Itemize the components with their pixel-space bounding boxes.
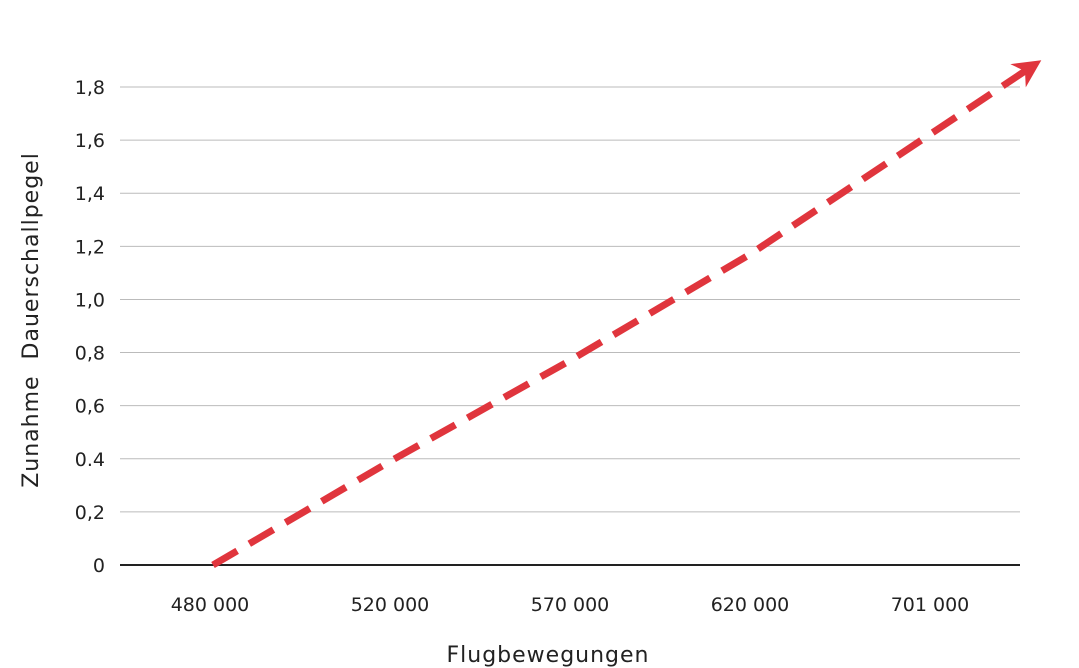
y-tick-label: 0.4 <box>75 449 105 471</box>
series-layer <box>211 60 1042 569</box>
x-tick-label: 620 000 <box>711 594 790 616</box>
x-tick-label: 480 000 <box>171 594 250 616</box>
y-tick-label: 0,6 <box>75 396 105 418</box>
x-tick-label: 570 000 <box>531 594 610 616</box>
x-tick-label: 520 000 <box>351 594 430 616</box>
y-tick-label: 1,2 <box>75 236 105 258</box>
y-tick-label: 1,6 <box>75 130 105 152</box>
x-axis-tick-labels: 480 000 520 000 570 000 620 000 701 000 <box>171 594 970 616</box>
y-tick-label: 1,8 <box>75 77 105 99</box>
y-axis-title: Zunahme Dauerschallpegel <box>19 152 44 488</box>
y-tick-label: 0 <box>93 555 105 577</box>
series-line <box>211 60 1042 569</box>
x-tick-label: 701 000 <box>891 594 970 616</box>
y-tick-label: 0,8 <box>75 343 105 365</box>
y-tick-label: 1,4 <box>75 183 105 205</box>
gridlines <box>120 86 1020 513</box>
x-axis-title: Flugbewegungen <box>447 643 650 668</box>
y-axis-tick-labels: 0 0,2 0.4 0,6 0,8 1,0 1,2 1,4 1,6 1,8 <box>75 77 105 577</box>
y-tick-label: 0,2 <box>75 502 105 524</box>
y-tick-label: 1,0 <box>75 289 105 311</box>
